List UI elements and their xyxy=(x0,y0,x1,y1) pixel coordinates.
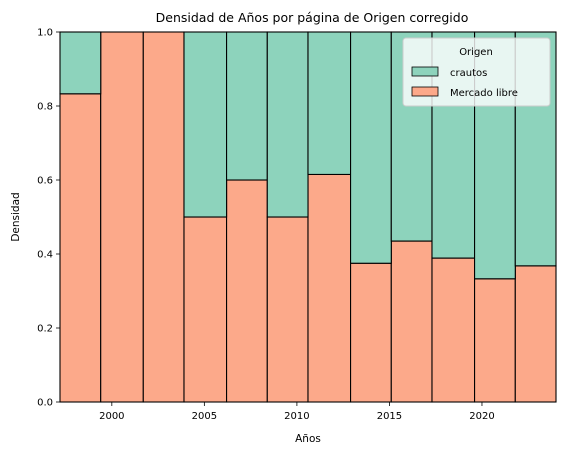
y-tick-label: 0.6 xyxy=(37,176,53,187)
plot-frame xyxy=(59,31,557,403)
y-tick-label: 0.0 xyxy=(37,398,53,409)
y-tick-label: 0.4 xyxy=(37,250,53,261)
bar-crautos-0 xyxy=(59,31,102,95)
y-tick-label: 1.0 xyxy=(37,28,53,39)
bar-crautos-5 xyxy=(266,31,309,218)
bar-mercado-libre-4 xyxy=(226,179,268,403)
x-tick-label: 2010 xyxy=(284,411,309,422)
bar-crautos-7 xyxy=(350,31,392,264)
x-tick-label: 2005 xyxy=(192,411,217,422)
legend-label-crautos: crautos xyxy=(450,68,487,79)
chart-title: Densidad de Años por página de Origen co… xyxy=(156,10,469,25)
bar-mercado-libre-11 xyxy=(514,265,557,403)
bar-mercado-libre-9 xyxy=(431,257,476,403)
bar-mercado-libre-5 xyxy=(266,216,309,403)
y-tick-label: 0.8 xyxy=(37,102,53,113)
bar-mercado-libre-10 xyxy=(474,278,516,403)
legend: Origen crautos Mercado libre xyxy=(402,37,551,107)
legend-label-mercado-libre: Mercado libre xyxy=(450,88,518,99)
bar-crautos-6 xyxy=(307,31,352,175)
legend-title: Origen xyxy=(459,47,493,58)
x-tick-label: 2020 xyxy=(469,411,494,422)
x-tick-label: 2000 xyxy=(99,411,124,422)
y-axis: 0.0 0.2 0.4 0.6 0.8 1.0 xyxy=(37,28,60,409)
bar-crautos-3 xyxy=(183,31,228,218)
bar-mercado-libre-2 xyxy=(142,31,185,403)
bar-mercado-libre-8 xyxy=(390,240,433,403)
bar-crautos-4 xyxy=(226,31,268,181)
y-axis-label: Densidad xyxy=(10,192,22,241)
legend-swatch-crautos xyxy=(411,66,439,77)
bar-mercado-libre-0 xyxy=(59,93,102,403)
bar-mercado-libre-3 xyxy=(183,216,228,403)
y-tick-label: 0.2 xyxy=(37,324,53,335)
legend-swatch-mercado-libre xyxy=(411,86,439,97)
x-axis-label: Años xyxy=(295,433,321,445)
bar-mercado-libre-7 xyxy=(350,262,392,403)
bar-mercado-libre-6 xyxy=(307,173,352,403)
bar-mercado-libre-1 xyxy=(100,31,144,403)
x-tick-label: 2015 xyxy=(377,411,402,422)
legend-frame xyxy=(402,37,551,107)
x-axis: 2000 2005 2010 2015 2020 xyxy=(99,402,495,422)
